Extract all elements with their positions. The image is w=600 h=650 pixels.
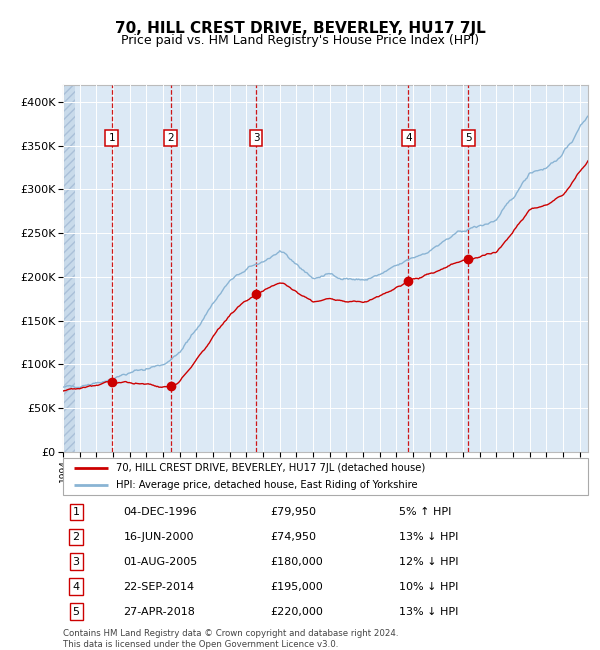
Text: 2: 2 bbox=[167, 133, 174, 143]
Text: £180,000: £180,000 bbox=[271, 556, 323, 567]
Text: 3: 3 bbox=[73, 556, 80, 567]
Text: £195,000: £195,000 bbox=[271, 582, 323, 592]
Text: Contains HM Land Registry data © Crown copyright and database right 2024.
This d: Contains HM Land Registry data © Crown c… bbox=[63, 629, 398, 649]
Text: £74,950: £74,950 bbox=[271, 532, 316, 541]
Text: 70, HILL CREST DRIVE, BEVERLEY, HU17 7JL (detached house): 70, HILL CREST DRIVE, BEVERLEY, HU17 7JL… bbox=[115, 463, 425, 473]
Text: 12% ↓ HPI: 12% ↓ HPI bbox=[399, 556, 458, 567]
Text: 13% ↓ HPI: 13% ↓ HPI bbox=[399, 532, 458, 541]
Text: 01-AUG-2005: 01-AUG-2005 bbox=[124, 556, 197, 567]
Text: HPI: Average price, detached house, East Riding of Yorkshire: HPI: Average price, detached house, East… bbox=[115, 480, 417, 490]
Text: 1: 1 bbox=[109, 133, 115, 143]
Text: £79,950: £79,950 bbox=[271, 507, 316, 517]
Text: 70, HILL CREST DRIVE, BEVERLEY, HU17 7JL: 70, HILL CREST DRIVE, BEVERLEY, HU17 7JL bbox=[115, 21, 485, 36]
Text: 04-DEC-1996: 04-DEC-1996 bbox=[124, 507, 197, 517]
Text: 13% ↓ HPI: 13% ↓ HPI bbox=[399, 606, 458, 616]
Text: 27-APR-2018: 27-APR-2018 bbox=[124, 606, 195, 616]
Text: Price paid vs. HM Land Registry's House Price Index (HPI): Price paid vs. HM Land Registry's House … bbox=[121, 34, 479, 47]
Text: 4: 4 bbox=[405, 133, 412, 143]
Bar bbox=[63, 84, 74, 452]
Text: 4: 4 bbox=[73, 582, 80, 592]
FancyBboxPatch shape bbox=[63, 458, 588, 495]
Text: 10% ↓ HPI: 10% ↓ HPI bbox=[399, 582, 458, 592]
Text: 2: 2 bbox=[73, 532, 80, 541]
Text: £220,000: £220,000 bbox=[271, 606, 323, 616]
Text: 22-SEP-2014: 22-SEP-2014 bbox=[124, 582, 194, 592]
Text: 1: 1 bbox=[73, 507, 80, 517]
Text: 5: 5 bbox=[73, 606, 80, 616]
Text: 5: 5 bbox=[465, 133, 472, 143]
Text: 16-JUN-2000: 16-JUN-2000 bbox=[124, 532, 194, 541]
Text: 3: 3 bbox=[253, 133, 259, 143]
Text: 5% ↑ HPI: 5% ↑ HPI bbox=[399, 507, 451, 517]
